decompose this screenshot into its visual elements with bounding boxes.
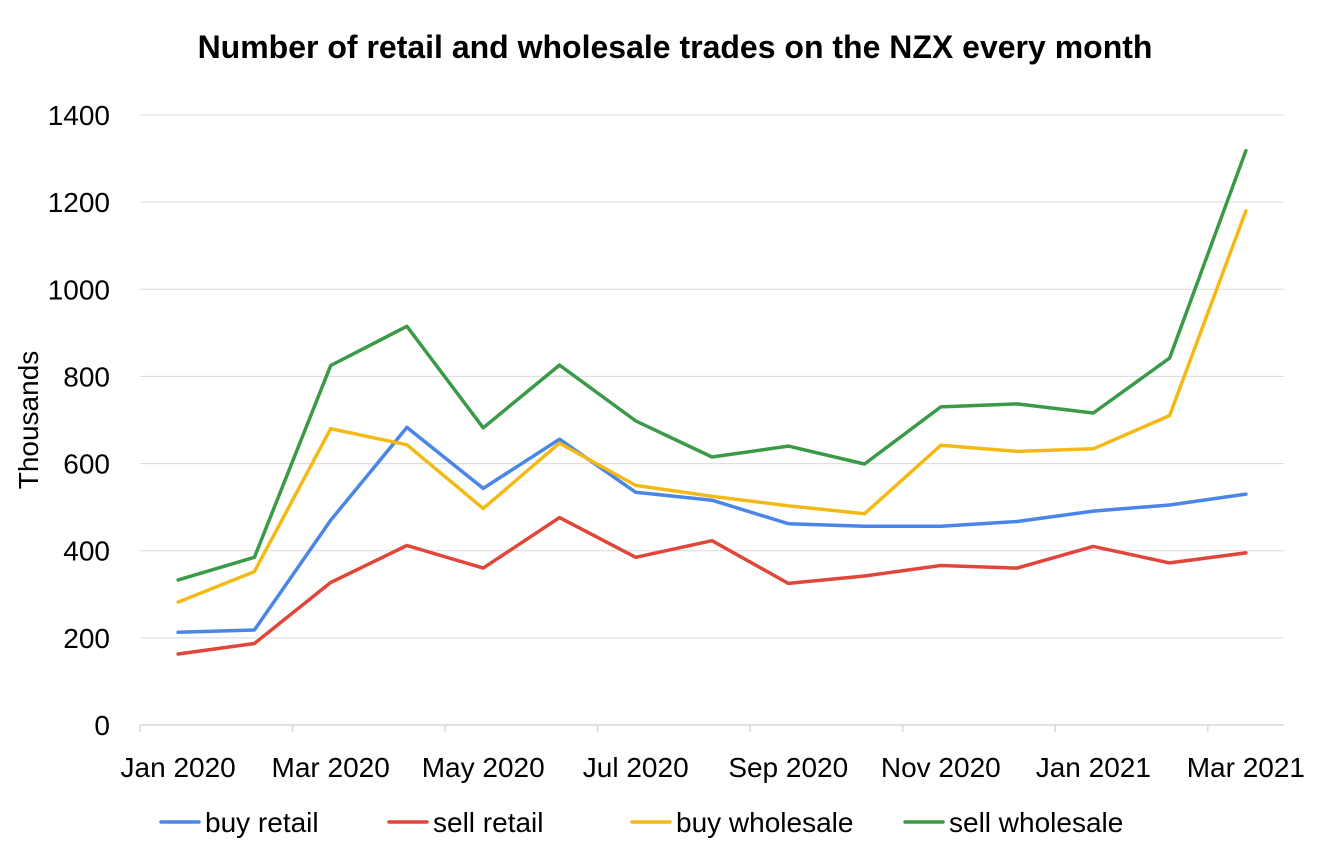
legend-item-buy-retail: buy retail — [159, 807, 319, 838]
y-tick-label: 400 — [63, 536, 110, 567]
x-tick-label: May 2020 — [422, 752, 545, 783]
y-tick-label: 1200 — [48, 187, 110, 218]
chart-title: Number of retail and wholesale trades on… — [198, 29, 1153, 65]
y-tick-label: 1400 — [48, 100, 110, 131]
x-tick-label: Jan 2021 — [1036, 752, 1151, 783]
y-tick-label: 200 — [63, 623, 110, 654]
series-line-buy-retail — [176, 425, 1248, 634]
series-line-sell-retail — [176, 515, 1248, 656]
x-axis-ticks: Jan 2020 Mar 2020 May 2020 Jul 2020 Sep 2020… — [121, 752, 1305, 783]
legend-item-buy-wholesale: buy wholesale — [630, 807, 853, 838]
legend-label: buy retail — [205, 807, 319, 838]
series-lines — [176, 148, 1248, 656]
x-tick-label: Nov 2020 — [881, 752, 1001, 783]
series-line-sell-wholesale — [176, 148, 1248, 582]
x-axis — [139, 724, 1284, 732]
legend-item-sell-wholesale: sell wholesale — [903, 807, 1123, 838]
legend-item-sell-retail: sell retail — [387, 807, 543, 838]
y-axis-ticks: 0 200 400 600 800 1000 1200 1400 — [48, 100, 110, 741]
x-tick-label: Jul 2020 — [583, 752, 689, 783]
y-axis-title: Thousands — [13, 351, 44, 490]
y-tick-label: 0 — [94, 710, 110, 741]
y-tick-label: 600 — [63, 449, 110, 480]
legend: buy retail sell retail buy wholesale sell w… — [159, 807, 1123, 838]
x-tick-label: Sep 2020 — [728, 752, 848, 783]
legend-label: sell wholesale — [949, 807, 1123, 838]
x-tick-label: Mar 2021 — [1187, 752, 1305, 783]
gridlines — [140, 114, 1284, 639]
y-tick-label: 800 — [63, 361, 110, 392]
y-tick-label: 1000 — [48, 274, 110, 305]
legend-label: sell retail — [433, 807, 543, 838]
x-tick-label: Mar 2020 — [272, 752, 390, 783]
series-line-buy-wholesale — [176, 209, 1248, 604]
x-tick-label: Jan 2020 — [121, 752, 236, 783]
legend-label: buy wholesale — [676, 807, 853, 838]
